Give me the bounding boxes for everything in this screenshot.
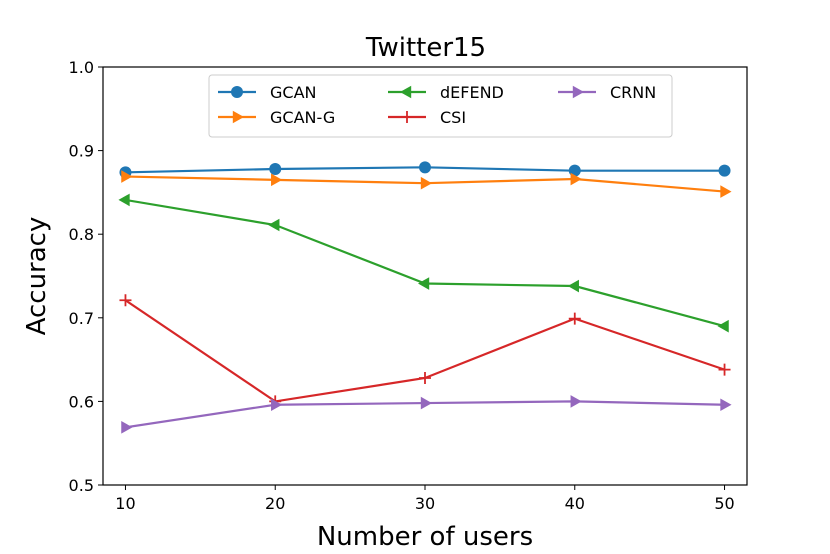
- legend-entry-defend: dEFEND: [388, 83, 504, 102]
- point-gcan-g-20: [271, 173, 283, 187]
- y-tick-label-1.0: 1.0: [69, 58, 94, 77]
- point-defend-50: [717, 319, 729, 333]
- legend-label-crnn: CRNN: [610, 83, 656, 102]
- legend-label-defend: dEFEND: [440, 83, 504, 102]
- point-gcan-g-10: [121, 170, 133, 183]
- x-tick-label-10: 10: [115, 494, 135, 513]
- x-axis-label: Number of users: [317, 522, 533, 552]
- legend-label-gcan: GCAN: [270, 83, 316, 102]
- point-crnn-30: [420, 396, 432, 410]
- series-gcan-g: [121, 170, 732, 198]
- legend-marker-defend: [400, 85, 412, 99]
- x-tick-label-50: 50: [714, 494, 734, 513]
- point-csi-40: [568, 312, 581, 325]
- legend-entry-gcan-g: GCAN-G: [218, 108, 335, 127]
- y-tick-label-0.8: 0.8: [69, 225, 94, 244]
- y-tick-label-0.6: 0.6: [69, 392, 94, 411]
- point-crnn-50: [720, 398, 732, 412]
- point-crnn-40: [570, 395, 582, 408]
- series-layer: [118, 161, 732, 434]
- chart-title: Twitter15: [365, 33, 486, 63]
- legend-marker-gcan-g: [232, 110, 244, 124]
- point-gcan-50: [718, 164, 731, 177]
- point-csi-30: [419, 371, 431, 384]
- x-tick-label-20: 20: [265, 494, 285, 513]
- axes-ticks: 10 20 30 40 50 0.5 0.6 0.7 0.8 0.9 1.0: [69, 58, 735, 513]
- series-csi: [119, 294, 731, 408]
- legend-marker-crnn: [572, 85, 584, 99]
- point-gcan-g-30: [420, 176, 432, 190]
- point-crnn-10: [121, 421, 133, 434]
- legend-marker-csi: [401, 111, 413, 123]
- x-tick-label-30: 30: [415, 494, 435, 513]
- y-tick-label-0.7: 0.7: [69, 309, 94, 328]
- point-gcan-g-50: [720, 185, 732, 198]
- point-gcan-g-40: [570, 172, 582, 186]
- point-defend-20: [268, 218, 280, 232]
- legend-entry-csi: CSI: [388, 108, 466, 127]
- point-csi-10: [119, 294, 132, 307]
- legend-label-gcan-g: GCAN-G: [270, 108, 335, 127]
- y-axis-label: Accuracy: [22, 217, 52, 336]
- y-tick-label-0.9: 0.9: [69, 142, 94, 161]
- legend-entry-gcan: GCAN: [218, 83, 316, 102]
- series-defend: [118, 193, 729, 333]
- legend-box: [208, 74, 673, 138]
- point-csi-50: [718, 363, 731, 376]
- legend: GCAN GCAN-G dEFEND CSI CRNN: [208, 74, 673, 138]
- point-defend-30: [418, 277, 430, 290]
- point-gcan-30: [419, 161, 431, 174]
- y-tick-label-0.5: 0.5: [69, 476, 94, 495]
- series-crnn: [121, 395, 732, 434]
- legend-entry-crnn: CRNN: [558, 83, 656, 102]
- legend-marker-gcan: [231, 86, 243, 98]
- point-gcan-20: [269, 162, 282, 175]
- point-defend-40: [567, 279, 579, 293]
- x-tick-label-40: 40: [565, 494, 585, 513]
- point-defend-10: [118, 193, 130, 207]
- point-crnn-20: [271, 398, 283, 412]
- legend-label-csi: CSI: [440, 108, 466, 127]
